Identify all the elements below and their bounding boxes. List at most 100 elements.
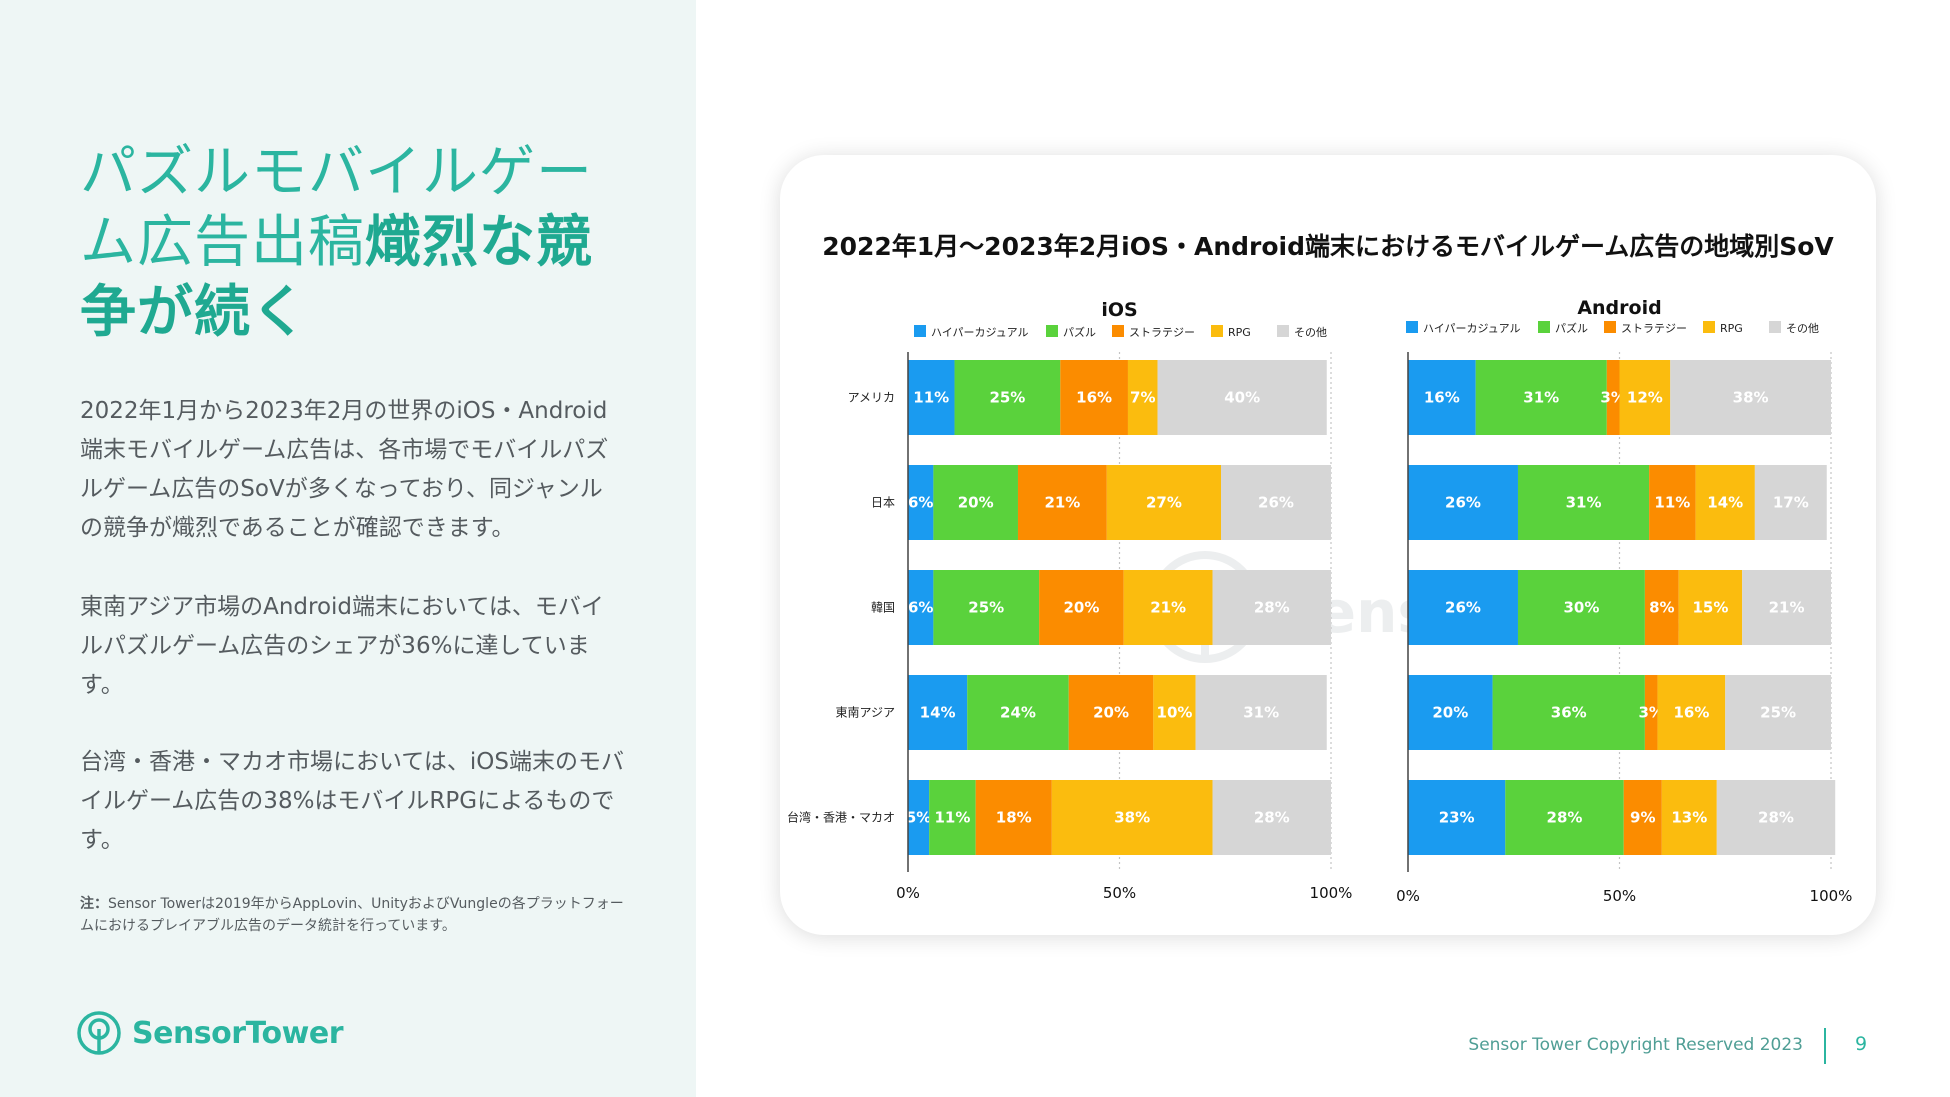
bar-segment bbox=[1221, 465, 1331, 540]
bar-segment bbox=[1678, 570, 1743, 645]
legend-swatch bbox=[1406, 321, 1418, 333]
bar-segment bbox=[1212, 780, 1331, 855]
sensor-tower-logo-icon bbox=[77, 1011, 121, 1055]
bar-segment bbox=[1517, 570, 1645, 645]
data-label: 18% bbox=[996, 809, 1032, 827]
data-label: 20% bbox=[1093, 704, 1129, 722]
legend-swatch bbox=[1277, 325, 1289, 337]
bar-segment bbox=[1657, 675, 1726, 750]
page-title: パズルモバイルゲーム広告出稿熾烈な競争が続く bbox=[80, 138, 640, 348]
legend-label: ストラテジー bbox=[1129, 326, 1195, 339]
legend-label: パズル bbox=[1555, 321, 1588, 335]
bar-segment bbox=[1649, 465, 1696, 540]
legend-label: その他 bbox=[1294, 326, 1327, 339]
x-tick-label: 0% bbox=[1396, 887, 1420, 905]
data-label: 31% bbox=[1523, 389, 1559, 407]
bar-segment bbox=[933, 570, 1040, 645]
footnote-text: Sensor Towerは2019年からAppLovin、UnityおよびVun… bbox=[80, 896, 624, 934]
category-label: アメリカ bbox=[848, 391, 895, 405]
bar-segment bbox=[1212, 570, 1331, 645]
data-label: 36% bbox=[1551, 704, 1587, 722]
x-tick-label: 0% bbox=[896, 884, 920, 902]
data-label: 14% bbox=[1707, 494, 1743, 512]
bar-segment bbox=[1127, 360, 1158, 435]
legend-label: RPG bbox=[1228, 326, 1251, 339]
bar-segment bbox=[1017, 465, 1107, 540]
data-label: 28% bbox=[1254, 809, 1290, 827]
bar-segment bbox=[1492, 675, 1645, 750]
legend-swatch bbox=[1046, 325, 1058, 337]
bar-segment bbox=[1742, 570, 1831, 645]
bar-segment bbox=[1644, 675, 1658, 750]
bar-segment bbox=[908, 570, 934, 645]
paragraph-3: 台湾・香港・マカオ市場においては、iOS端末のモバイルゲーム広告の38%はモバイ… bbox=[80, 749, 624, 853]
data-label: 6% bbox=[908, 494, 933, 512]
chart-title: 2022年1月～2023年2月iOS・Android端末におけるモバイルゲーム広… bbox=[822, 232, 1834, 261]
paragraph-1: 2022年1月から2023年2月の世界のiOS・Android端末モバイルゲーム… bbox=[80, 398, 609, 541]
data-label: 38% bbox=[1114, 809, 1150, 827]
data-label: 17% bbox=[1773, 494, 1809, 512]
data-label: 20% bbox=[958, 494, 994, 512]
legend-swatch bbox=[1604, 321, 1616, 333]
data-label: 25% bbox=[989, 389, 1025, 407]
bar-segment bbox=[1716, 780, 1836, 855]
bar-segment bbox=[975, 780, 1052, 855]
bar-segment bbox=[908, 675, 968, 750]
logo-text: SensorTower bbox=[132, 1015, 344, 1051]
legend-label: ストラテジー bbox=[1621, 322, 1687, 335]
bar-segment bbox=[1153, 675, 1196, 750]
data-label: 11% bbox=[934, 809, 970, 827]
data-label: 12% bbox=[1627, 389, 1663, 407]
x-tick-label: 100% bbox=[1310, 884, 1353, 902]
left-panel: パズルモバイルゲーム広告出稿熾烈な競争が続く 2022年1月から2023年2月の… bbox=[0, 0, 696, 1097]
data-label: 40% bbox=[1224, 389, 1260, 407]
bar-segment bbox=[1051, 780, 1213, 855]
bar-segment bbox=[1623, 780, 1662, 855]
data-label: 23% bbox=[1439, 809, 1475, 827]
bar-segment bbox=[1408, 360, 1476, 435]
title-highlight: 熾烈な競争が続く bbox=[80, 210, 593, 345]
data-label: 31% bbox=[1566, 494, 1602, 512]
data-label: 38% bbox=[1733, 389, 1769, 407]
bar-segment bbox=[1195, 675, 1327, 750]
data-label: 27% bbox=[1146, 494, 1182, 512]
data-label: 24% bbox=[1000, 704, 1036, 722]
bar-segment bbox=[1695, 465, 1755, 540]
data-label: 16% bbox=[1673, 704, 1709, 722]
data-label: 14% bbox=[920, 704, 956, 722]
data-label: 28% bbox=[1547, 809, 1583, 827]
bar-segment bbox=[1661, 780, 1717, 855]
footer-copyright: Sensor Tower Copyright Reserved 2023 bbox=[1468, 1035, 1803, 1055]
bar-segment bbox=[1670, 360, 1831, 435]
bar-segment bbox=[954, 360, 1061, 435]
data-label: 16% bbox=[1076, 389, 1112, 407]
legend-label: ハイパーカジュアル bbox=[1423, 322, 1520, 335]
data-label: 21% bbox=[1769, 599, 1805, 617]
bar-segment bbox=[1408, 570, 1518, 645]
bar-segment bbox=[1408, 675, 1493, 750]
legend-swatch bbox=[1112, 325, 1124, 337]
data-label: 6% bbox=[908, 599, 933, 617]
data-label: 31% bbox=[1243, 704, 1279, 722]
bar-segment bbox=[1039, 570, 1124, 645]
panel-title-ios: iOS bbox=[1101, 299, 1137, 321]
data-label: 16% bbox=[1424, 389, 1460, 407]
bar-segment bbox=[933, 465, 1018, 540]
data-label: 26% bbox=[1445, 599, 1481, 617]
legend-swatch bbox=[1538, 321, 1550, 333]
data-label: 13% bbox=[1671, 809, 1707, 827]
bar-segment bbox=[1644, 570, 1679, 645]
bar-segment bbox=[1157, 360, 1327, 435]
data-label: 21% bbox=[1150, 599, 1186, 617]
legend-swatch bbox=[914, 325, 926, 337]
data-label: 11% bbox=[913, 389, 949, 407]
bar-segment bbox=[967, 675, 1069, 750]
data-label: 15% bbox=[1692, 599, 1728, 617]
bar-segment bbox=[1725, 675, 1831, 750]
legend-label: RPG bbox=[1720, 322, 1743, 335]
legend-label: ハイパーカジュアル bbox=[931, 326, 1028, 339]
footer-divider bbox=[1824, 1028, 1826, 1064]
data-label: 21% bbox=[1044, 494, 1080, 512]
bar-segment bbox=[1606, 360, 1620, 435]
